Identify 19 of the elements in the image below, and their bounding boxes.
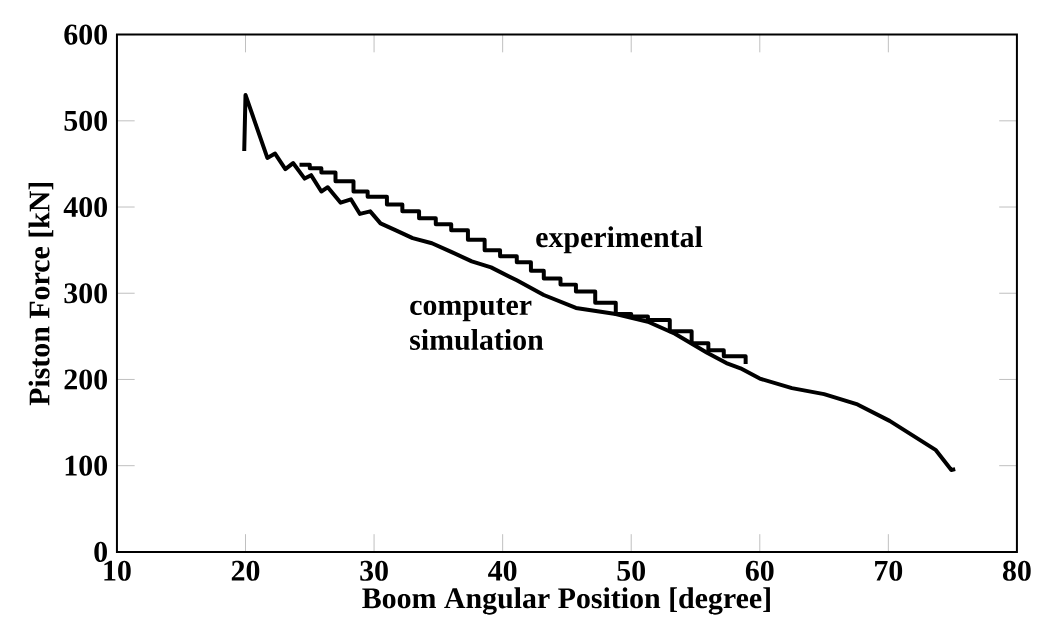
y-tick-label: 0	[94, 541, 107, 562]
y-tick-label: 400	[63, 196, 107, 218]
y-tick-label: 500	[64, 110, 107, 131]
x-tick-label: 70	[875, 560, 903, 581]
x-tick-label: 50	[617, 560, 645, 581]
y-tick-label: 600	[64, 24, 107, 45]
x-tick-label: 80	[1002, 560, 1031, 581]
y-tick-label: 100	[65, 455, 107, 476]
x-tick-label: 30	[360, 560, 388, 581]
x-tick-label: 40	[488, 560, 517, 581]
x-tick-label: 60	[745, 560, 774, 581]
y-tick-label: 300	[64, 283, 107, 304]
x-axis-title: Boom Angular Position [degree]	[362, 587, 770, 615]
y-axis-title: Piston Force [kN]	[28, 182, 54, 406]
x-tick-label: 20	[231, 560, 260, 581]
series-label: computer simulation	[410, 297, 544, 351]
x-tick-label: 10	[104, 560, 131, 581]
series-label: experimental	[536, 226, 703, 254]
y-tick-label: 200	[64, 369, 107, 390]
